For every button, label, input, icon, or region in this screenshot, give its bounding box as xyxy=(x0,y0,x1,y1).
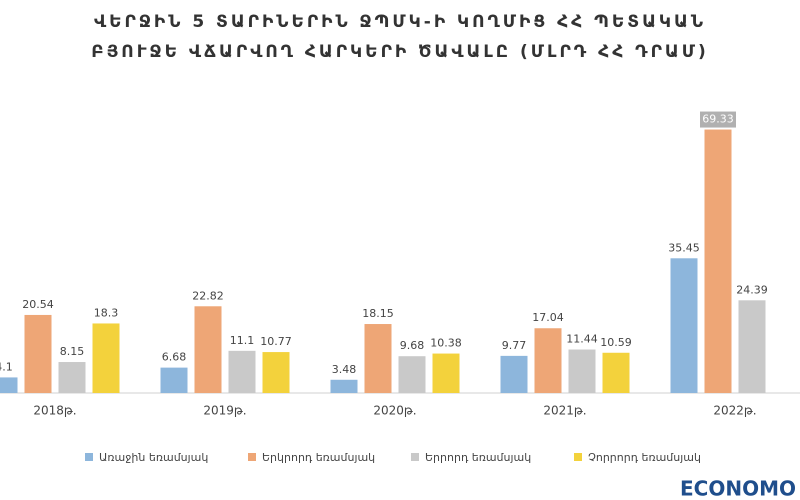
x-tick-label: 2019թ. xyxy=(203,404,246,418)
bar xyxy=(160,367,188,393)
value-label: 22.82 xyxy=(192,289,224,302)
value-label: 10.59 xyxy=(600,336,632,349)
bar xyxy=(92,323,120,393)
bar xyxy=(670,258,698,393)
bar xyxy=(704,129,732,393)
bar xyxy=(194,306,222,393)
value-label-box xyxy=(700,111,736,128)
legend-swatch xyxy=(411,453,419,461)
bar xyxy=(398,356,426,393)
bar xyxy=(58,362,86,393)
x-tick-label: 2018թ. xyxy=(33,404,76,418)
bar xyxy=(0,377,18,393)
bar xyxy=(534,328,562,393)
value-label: 69.33 xyxy=(702,113,734,126)
value-label: 9.77 xyxy=(502,339,527,352)
legend-swatch xyxy=(85,453,93,461)
legend-swatch xyxy=(248,453,256,461)
bar xyxy=(500,355,528,393)
value-label: 20.54 xyxy=(22,298,54,311)
value-label: 3.48 xyxy=(332,363,357,376)
value-label: 9.68 xyxy=(400,339,425,352)
value-label: 11.44 xyxy=(566,333,598,346)
x-tick-label: 2020թ. xyxy=(373,404,416,418)
value-label: 10.38 xyxy=(430,337,462,350)
legend-swatch xyxy=(574,453,582,461)
value-label: 35.45 xyxy=(668,241,700,254)
bar xyxy=(24,314,52,393)
value-label: 10.77 xyxy=(260,335,292,348)
legend-label: Երրորդ եռամսյակ xyxy=(425,451,531,464)
value-label: 4.1 xyxy=(0,360,13,373)
legend-label: Առաջին եռամսյակ xyxy=(99,451,208,464)
x-tick-label: 2022թ. xyxy=(713,404,756,418)
bar xyxy=(228,350,256,393)
value-label: 18.3 xyxy=(94,306,119,319)
bar xyxy=(568,349,596,393)
x-tick-label: 2021թ. xyxy=(543,404,586,418)
value-label: 8.15 xyxy=(60,345,85,358)
value-label: 18.15 xyxy=(362,307,394,320)
legend-label: Երկրորդ եռամսյակ xyxy=(262,451,375,464)
bar xyxy=(738,300,766,393)
bar xyxy=(330,379,358,393)
chart-title: ԲՅՈՒՋԵ ՎՃԱՐՎՈՂ ՀԱՐԿԵՐԻ ԾԱՎԱԼԸ (ՄԼՐԴ ՀՀ Դ… xyxy=(91,42,709,62)
bar xyxy=(262,352,290,393)
legend-label: Չորրորդ եռամսյակ xyxy=(588,451,701,464)
value-label: 17.04 xyxy=(532,311,564,324)
bar xyxy=(602,352,630,393)
value-label: 11.1 xyxy=(230,334,255,347)
value-label: 6.68 xyxy=(162,351,187,364)
bar xyxy=(432,353,460,393)
bar xyxy=(364,324,392,393)
value-label: 24.39 xyxy=(736,283,768,296)
watermark: ECONOMO xyxy=(680,477,796,500)
chart-title: ՎԵՐՋԻՆ 5 ՏԱՐԻՆԵՐԻՆ ՋՊՄԿ-Ի ԿՈՂՄԻՑ ՀՀ ՊԵՏԱ… xyxy=(94,12,706,32)
